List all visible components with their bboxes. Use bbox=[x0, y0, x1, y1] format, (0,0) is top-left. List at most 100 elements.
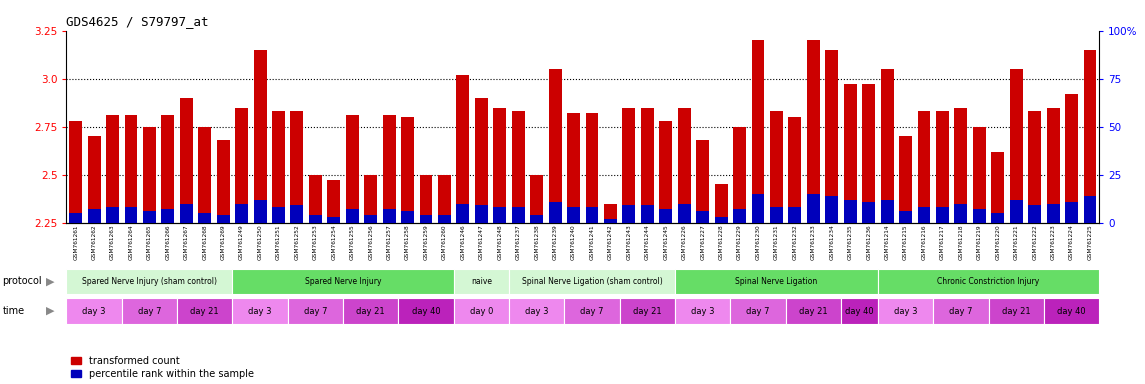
Bar bbox=[935, 207, 949, 223]
Bar bbox=[623, 205, 635, 223]
Bar bbox=[789, 207, 802, 223]
Bar bbox=[1028, 111, 1041, 223]
Bar bbox=[235, 108, 248, 223]
Bar bbox=[66, 269, 232, 294]
Bar bbox=[988, 298, 1044, 324]
Bar bbox=[291, 111, 303, 223]
Bar bbox=[419, 175, 433, 223]
Text: day 7: day 7 bbox=[303, 306, 327, 316]
Text: day 21: day 21 bbox=[356, 306, 385, 316]
Bar bbox=[1010, 69, 1022, 223]
Text: day 3: day 3 bbox=[690, 306, 714, 316]
Bar bbox=[273, 207, 285, 223]
Bar bbox=[232, 298, 287, 324]
Bar bbox=[973, 209, 986, 223]
Bar bbox=[364, 215, 377, 223]
Bar bbox=[287, 298, 344, 324]
Text: day 40: day 40 bbox=[845, 306, 874, 316]
Text: day 7: day 7 bbox=[949, 306, 972, 316]
Text: day 3: day 3 bbox=[82, 306, 105, 316]
Bar bbox=[161, 115, 174, 223]
Bar bbox=[1010, 200, 1022, 223]
Bar bbox=[733, 209, 747, 223]
Text: GDS4625 / S79797_at: GDS4625 / S79797_at bbox=[66, 15, 208, 28]
Bar bbox=[585, 113, 599, 223]
Bar bbox=[844, 200, 856, 223]
Bar bbox=[862, 202, 875, 223]
Text: time: time bbox=[2, 306, 24, 316]
Bar bbox=[1047, 108, 1059, 223]
Bar bbox=[401, 117, 414, 223]
Bar bbox=[69, 121, 82, 223]
Bar bbox=[69, 213, 82, 223]
Text: Spinal Nerve Ligation: Spinal Nerve Ligation bbox=[735, 277, 818, 286]
Bar bbox=[235, 204, 248, 223]
Bar bbox=[641, 108, 654, 223]
Text: Chronic Constriction Injury: Chronic Constriction Injury bbox=[938, 277, 1040, 286]
Text: day 21: day 21 bbox=[190, 306, 219, 316]
Text: day 3: day 3 bbox=[894, 306, 917, 316]
Bar bbox=[605, 219, 617, 223]
Bar bbox=[933, 298, 988, 324]
Bar bbox=[143, 127, 156, 223]
Bar bbox=[253, 200, 267, 223]
Bar bbox=[641, 205, 654, 223]
Text: naive: naive bbox=[471, 277, 492, 286]
Bar bbox=[106, 115, 119, 223]
Bar bbox=[935, 111, 949, 223]
Bar bbox=[512, 207, 524, 223]
Bar bbox=[453, 269, 510, 294]
Bar bbox=[475, 205, 488, 223]
Bar bbox=[327, 217, 340, 223]
Bar bbox=[216, 140, 230, 223]
Bar bbox=[881, 69, 893, 223]
Bar bbox=[789, 117, 802, 223]
Bar bbox=[309, 175, 322, 223]
Bar bbox=[899, 136, 913, 223]
Bar bbox=[660, 121, 672, 223]
Bar bbox=[88, 136, 101, 223]
Bar bbox=[751, 194, 765, 223]
Bar bbox=[346, 209, 358, 223]
Bar bbox=[623, 108, 635, 223]
Bar bbox=[177, 298, 232, 324]
Bar bbox=[1065, 202, 1077, 223]
Bar bbox=[992, 152, 1004, 223]
Bar bbox=[564, 298, 619, 324]
Text: day 40: day 40 bbox=[1057, 306, 1085, 316]
Bar bbox=[807, 194, 820, 223]
Bar bbox=[678, 108, 690, 223]
Bar bbox=[382, 115, 396, 223]
Bar bbox=[785, 298, 840, 324]
Bar bbox=[143, 211, 156, 223]
Text: day 7: day 7 bbox=[137, 306, 161, 316]
Bar bbox=[398, 298, 453, 324]
Bar bbox=[751, 40, 765, 223]
Bar bbox=[660, 209, 672, 223]
Legend: transformed count, percentile rank within the sample: transformed count, percentile rank withi… bbox=[71, 356, 254, 379]
Bar bbox=[676, 269, 878, 294]
Bar bbox=[439, 175, 451, 223]
Bar bbox=[344, 298, 398, 324]
Bar bbox=[161, 209, 174, 223]
Bar bbox=[125, 115, 137, 223]
Bar bbox=[346, 115, 358, 223]
Bar bbox=[973, 127, 986, 223]
Bar bbox=[1083, 196, 1097, 223]
Bar bbox=[121, 298, 177, 324]
Bar bbox=[731, 298, 785, 324]
Text: day 40: day 40 bbox=[412, 306, 441, 316]
Bar bbox=[714, 184, 727, 223]
Bar bbox=[826, 196, 838, 223]
Text: day 21: day 21 bbox=[633, 306, 662, 316]
Bar bbox=[567, 113, 581, 223]
Bar bbox=[826, 50, 838, 223]
Bar bbox=[1028, 205, 1041, 223]
Text: day 0: day 0 bbox=[469, 306, 493, 316]
Text: Spared Nerve Injury: Spared Nerve Injury bbox=[305, 277, 381, 286]
Text: protocol: protocol bbox=[2, 276, 42, 286]
Bar bbox=[493, 108, 506, 223]
Bar bbox=[917, 111, 931, 223]
Bar bbox=[862, 84, 875, 223]
Text: Spinal Nerve Ligation (sham control): Spinal Nerve Ligation (sham control) bbox=[522, 277, 663, 286]
